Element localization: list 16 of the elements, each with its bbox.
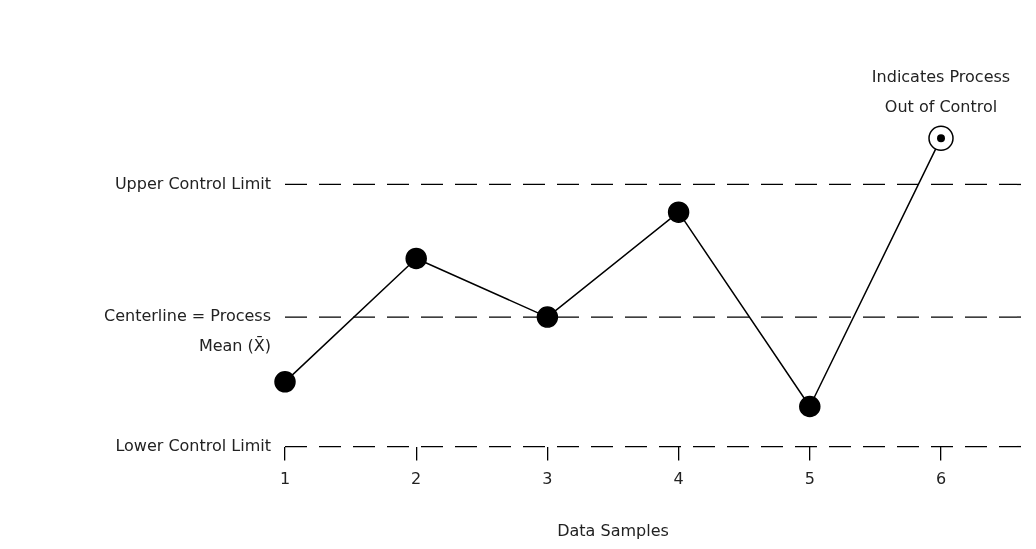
point [405,247,427,270]
ref-line-label: Centerline = Process Mean (X̄) [104,306,271,356]
annotation: Indicates Process Out of Control [871,67,1011,117]
ref-line-label: Upper Control Limit [114,173,271,193]
point [536,306,559,328]
point [274,371,296,393]
x-tick-label: 4 [673,469,684,489]
ref-line-label: Lower Control Limit [115,435,271,455]
x-tick-label: 3 [542,469,553,489]
point [667,201,690,223]
x-tick-label: 6 [935,469,947,489]
x-tick-label: 5 [804,469,815,489]
point [799,395,821,418]
x-axis-title: Data Samples [557,520,669,540]
x-tick-label: 1 [279,469,291,489]
x-tick-label: 2 [411,469,422,489]
